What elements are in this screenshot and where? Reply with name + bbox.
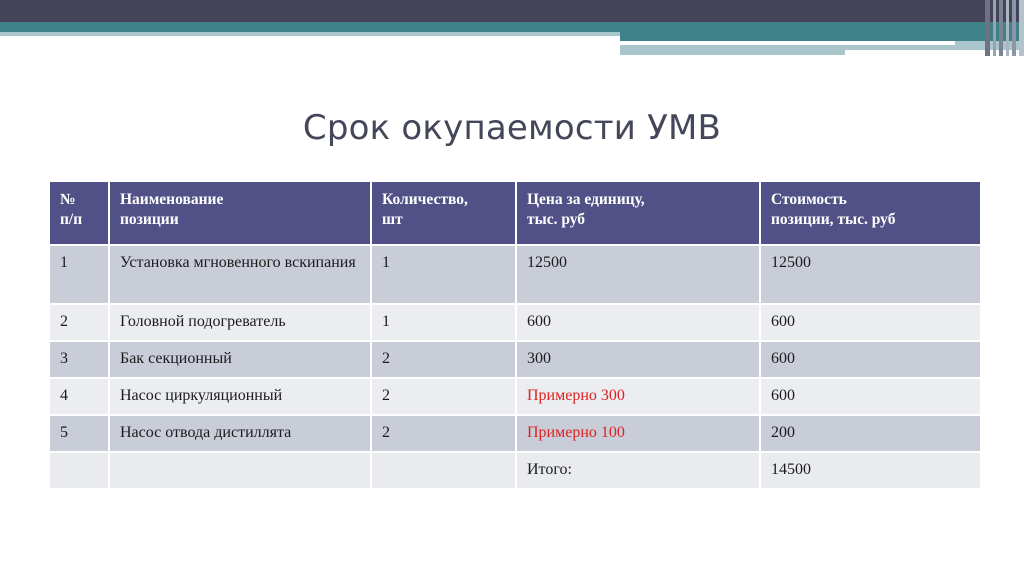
column-header-quantity: Количество, шт (372, 182, 515, 244)
cell-total: 12500 (761, 246, 980, 303)
banner-dark-bar (0, 0, 1024, 22)
cell-quantity: 2 (372, 342, 515, 377)
header-line-2: тыс. руб (527, 211, 586, 229)
page-title: Срок окупаемости УМВ (302, 108, 722, 148)
table-body: 1 Установка мгновенного вскипания 1 1250… (50, 246, 980, 488)
cell-quantity: 2 (372, 379, 515, 414)
cell-name: Насос отвода дистиллята (110, 416, 370, 451)
banner-stripe-1 (985, 0, 990, 56)
banner-stripe-5 (1012, 0, 1016, 56)
cost-table: № п/п Наименование позиции Количество, ш… (48, 180, 982, 490)
header-line-1: № (60, 191, 76, 208)
header-line-1: Количество, (382, 191, 468, 208)
cost-table-container: № п/п Наименование позиции Количество, ш… (48, 180, 980, 490)
banner-stripe-4 (1006, 0, 1009, 56)
table-row: 3 Бак секционный 2 300 600 (50, 342, 980, 377)
cell-total: 600 (761, 305, 980, 340)
header-line-1: Наименование (120, 191, 224, 208)
table-header: № п/п Наименование позиции Количество, ш… (50, 182, 980, 244)
cell-quantity: 2 (372, 416, 515, 451)
cell-total: 600 (761, 379, 980, 414)
column-header-unit-price: Цена за единицу, тыс. руб (517, 182, 759, 244)
header-line-2: шт (382, 211, 403, 229)
column-header-number: № п/п (50, 182, 108, 244)
table-row: 1 Установка мгновенного вскипания 1 1250… (50, 246, 980, 303)
cell-name: Насос циркуляционный (110, 379, 370, 414)
banner-light-teal-right-upper (620, 41, 1024, 50)
table-header-row: № п/п Наименование позиции Количество, ш… (50, 182, 980, 244)
banner-stripe-2 (993, 0, 996, 56)
cell-number: 4 (50, 379, 108, 414)
banner-white-strip (620, 41, 955, 45)
table-total-row: Итого: 14500 (50, 453, 980, 488)
cell-unit-price: 300 (517, 342, 759, 377)
column-header-total-cost: Стоимость позиции, тыс. руб (761, 182, 980, 244)
cell-name: Установка мгновенного вскипания (110, 246, 370, 303)
cell-grand-total: 14500 (761, 453, 980, 488)
table-row: 4 Насос циркуляционный 2 Примерно 300 60… (50, 379, 980, 414)
banner-white-bottom-left (0, 50, 620, 56)
cell-total: 200 (761, 416, 980, 451)
banner-light-teal-right-lower (620, 50, 845, 55)
cell-number: 5 (50, 416, 108, 451)
banner-teal-bar (0, 22, 1024, 32)
cell-unit-price: 12500 (517, 246, 759, 303)
cell-total: 600 (761, 342, 980, 377)
table-row: 5 Насос отвода дистиллята 2 Примерно 100… (50, 416, 980, 451)
cell-quantity: 1 (372, 305, 515, 340)
cell-quantity (372, 453, 515, 488)
banner-stripe-6 (1019, 0, 1024, 56)
banner-teal-bar-right (620, 22, 1024, 41)
header-line-2: позиции, тыс. руб (771, 211, 896, 229)
cell-name: Головной подогреватель (110, 305, 370, 340)
header-line-2: п/п (60, 211, 83, 229)
cell-unit-price: Примерно 100 (517, 416, 759, 451)
cell-number: 2 (50, 305, 108, 340)
cell-name (110, 453, 370, 488)
header-line-2: позиции (120, 211, 179, 229)
cell-number (50, 453, 108, 488)
cell-number: 1 (50, 246, 108, 303)
cell-name: Бак секционный (110, 342, 370, 377)
decorative-top-banner (0, 0, 1024, 56)
cell-unit-price: Примерно 300 (517, 379, 759, 414)
header-line-1: Цена за единицу, (527, 191, 645, 208)
column-header-name: Наименование позиции (110, 182, 370, 244)
header-line-1: Стоимость (771, 191, 847, 208)
cell-unit-price: 600 (517, 305, 759, 340)
cell-total-label: Итого: (517, 453, 759, 488)
table-row: 2 Головной подогреватель 1 600 600 (50, 305, 980, 340)
banner-stripe-3 (999, 0, 1003, 56)
cell-number: 3 (50, 342, 108, 377)
banner-light-teal-left (0, 32, 620, 36)
cell-quantity: 1 (372, 246, 515, 303)
